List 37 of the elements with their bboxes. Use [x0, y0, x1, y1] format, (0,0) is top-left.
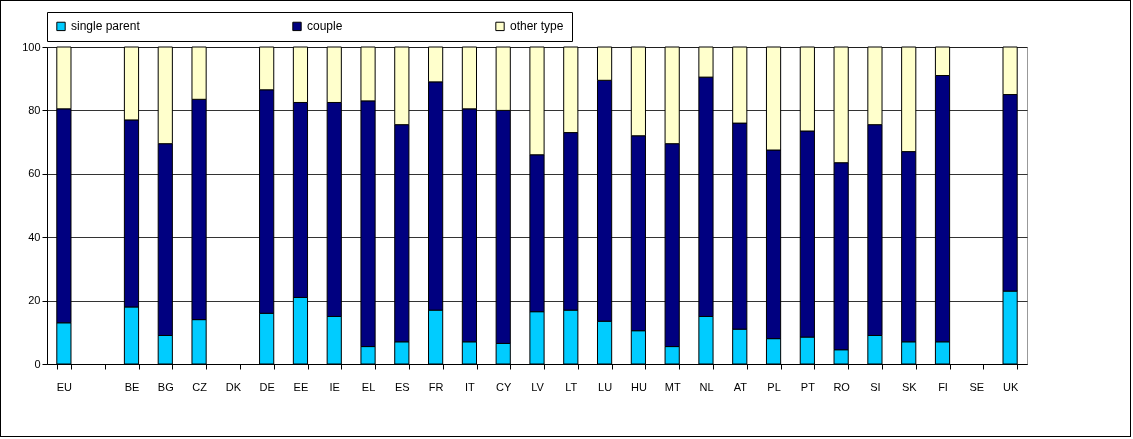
x-tick-label: EL: [361, 380, 376, 393]
x-tick-label: NL: [699, 380, 714, 393]
legend-label: single parent: [71, 19, 141, 34]
y-tick-label: 100: [22, 40, 41, 53]
x-tick-label: SK: [901, 380, 918, 393]
x-tick-label: BE: [124, 380, 140, 393]
x-tick-label: SI: [870, 380, 881, 393]
x-tick-label: LT: [565, 380, 578, 393]
x-tick-label: EE: [293, 380, 309, 393]
x-tick-label: RO: [833, 380, 851, 393]
y-tick-label: 20: [28, 294, 41, 307]
x-tick-label: DE: [259, 380, 275, 393]
y-tick-label: 80: [28, 103, 41, 116]
x-tick-label: BG: [157, 380, 174, 393]
x-tick-label: ES: [394, 380, 410, 393]
y-tick-label: 40: [28, 230, 41, 243]
x-tick-label: EU: [56, 380, 73, 393]
x-tick-label: CY: [496, 380, 513, 393]
x-tick-label: AT: [733, 380, 748, 393]
x-tick-label: IE: [329, 380, 340, 393]
legend-label: other type: [510, 19, 564, 34]
y-tick-label: 0: [34, 357, 41, 370]
x-tick-label: LU: [598, 380, 613, 393]
x-tick-label: LV: [531, 380, 545, 393]
x-tick-label: MT: [664, 380, 681, 393]
x-tick-label: SE: [969, 380, 985, 393]
x-tick-label: PL: [767, 380, 781, 393]
x-tick-label: PT: [800, 380, 816, 393]
x-tick-label: FI: [938, 380, 948, 393]
legend-label: couple: [307, 19, 343, 34]
y-tick-label: 60: [28, 167, 41, 180]
x-tick-label: IT: [465, 380, 476, 393]
x-tick-label: FR: [428, 380, 444, 393]
x-tick-label: CZ: [192, 380, 208, 393]
x-tick-label: HU: [630, 380, 647, 393]
x-tick-label: UK: [1002, 380, 1019, 393]
x-tick-label: DK: [225, 380, 242, 393]
